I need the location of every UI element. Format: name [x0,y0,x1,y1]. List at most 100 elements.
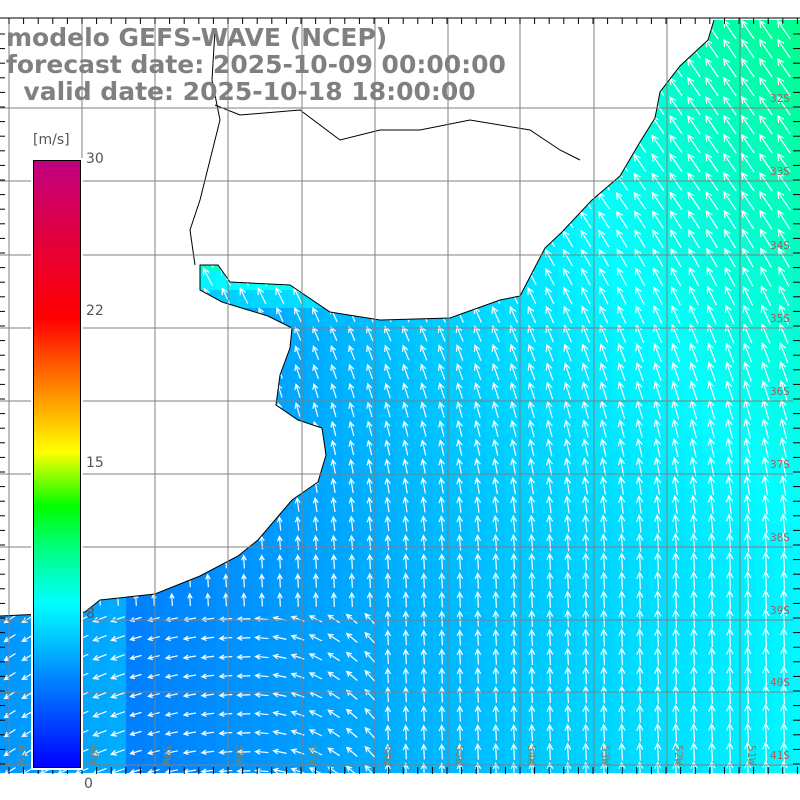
speed-cell [270,470,288,488]
speed-cell [702,362,720,380]
speed-cell [432,650,450,668]
speed-cell [468,110,486,128]
speed-cell [252,362,270,380]
wind-arrow [545,381,554,400]
speed-cell [630,326,648,344]
wind-arrow [600,590,608,609]
speed-cell [522,596,540,614]
speed-cell [666,722,684,740]
wind-arrow [707,418,715,439]
wind-arrow [21,748,34,757]
wind-arrow [114,403,121,416]
wind-arrow [7,328,13,339]
speed-cell [414,578,432,596]
speed-cell [252,344,270,362]
speed-cell [198,614,216,632]
speed-cell [486,722,504,740]
wind-arrow [723,20,737,40]
wind-arrow [454,154,466,171]
wind-arrow [115,460,121,473]
speed-cell [162,254,180,272]
speed-cell [522,236,540,254]
speed-cell [792,524,800,542]
speed-cell [504,128,522,146]
speed-cell [108,254,126,272]
speed-cell [450,632,468,650]
wind-arrow [492,552,500,570]
speed-cell [234,326,252,344]
speed-cell [774,326,792,344]
speed-cell [396,524,414,542]
speed-cell [486,362,504,380]
speed-cell [738,308,756,326]
speed-cell [306,290,324,308]
wind-arrow [669,153,683,172]
wind-arrow [254,748,269,755]
wind-arrow [25,517,31,530]
speed-cell [162,290,180,308]
colorbar-tick-15: 15 [86,455,104,471]
wind-arrow [218,616,233,622]
speed-cell [702,560,720,578]
wind-arrow [273,152,287,173]
wind-arrow [759,38,773,59]
wind-arrow [133,478,139,492]
wind-arrow [600,609,608,628]
wind-arrow [437,249,447,266]
speed-cell [792,614,800,632]
wind-arrow [93,209,107,230]
speed-cell [414,146,432,164]
wind-arrow [526,173,538,190]
wind-arrow [687,20,701,40]
speed-cell [126,182,144,200]
speed-cell [216,452,234,470]
wind-arrow [164,673,178,680]
wind-arrow [309,228,323,249]
wind-arrow [364,631,376,644]
speed-cell [540,578,558,596]
speed-cell [144,344,162,362]
speed-cell [414,164,432,182]
wind-arrow [490,78,502,95]
wind-arrow [111,209,125,230]
wind-arrow [7,441,12,454]
wind-arrow [780,627,788,648]
speed-cell [126,416,144,434]
wind-arrow [723,209,737,230]
wind-arrow [563,362,572,381]
speed-cell [450,236,468,254]
lat-label: 32S [770,92,790,105]
wind-arrow [327,652,341,662]
speed-cell [90,650,108,668]
wind-arrow [741,95,755,116]
speed-cell [540,362,558,380]
speed-cell [630,740,648,758]
speed-cell [342,506,360,524]
wind-arrow [579,134,593,153]
speed-cell [414,560,432,578]
speed-cell [774,344,792,362]
wind-arrow [204,307,212,322]
wind-arrow [147,190,161,211]
wind-arrow [528,552,536,570]
speed-cell [162,632,180,650]
lon-label: 59W [160,745,173,765]
wind-arrow [436,173,448,190]
wind-arrow [777,20,791,40]
speed-cell [342,650,360,668]
speed-cell [468,344,486,362]
wind-arrow [401,249,411,266]
speed-cell [594,722,612,740]
speed-cell [198,362,216,380]
wind-arrow [688,304,699,325]
lon-label: 55W [453,745,466,765]
speed-cell [324,236,342,254]
wind-arrow [492,704,500,722]
wind-arrow [164,768,178,773]
speed-cell [378,254,396,272]
wind-arrow [259,573,265,588]
speed-cell [702,182,720,200]
wind-arrow [418,21,430,38]
speed-cell [504,254,522,272]
wind-arrow [762,627,770,648]
